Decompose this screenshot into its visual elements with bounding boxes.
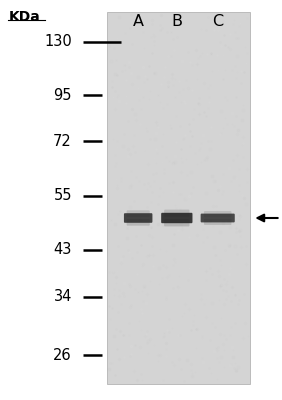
Text: 43: 43 bbox=[54, 242, 72, 258]
Text: C: C bbox=[212, 14, 223, 29]
Text: 72: 72 bbox=[53, 134, 72, 149]
Text: 130: 130 bbox=[44, 34, 72, 50]
Bar bbox=[107, 12, 250, 384]
FancyBboxPatch shape bbox=[204, 211, 232, 217]
Text: 95: 95 bbox=[53, 88, 72, 103]
FancyBboxPatch shape bbox=[164, 210, 190, 217]
Text: 55: 55 bbox=[53, 188, 72, 204]
FancyBboxPatch shape bbox=[204, 219, 232, 225]
Text: A: A bbox=[133, 14, 144, 29]
FancyBboxPatch shape bbox=[127, 219, 150, 226]
FancyBboxPatch shape bbox=[127, 210, 150, 217]
Text: B: B bbox=[171, 14, 182, 29]
Text: KDa: KDa bbox=[8, 10, 40, 24]
FancyBboxPatch shape bbox=[124, 213, 152, 223]
FancyBboxPatch shape bbox=[164, 219, 190, 226]
Text: 34: 34 bbox=[54, 289, 72, 304]
FancyBboxPatch shape bbox=[201, 214, 235, 222]
Text: 26: 26 bbox=[53, 348, 72, 363]
FancyBboxPatch shape bbox=[161, 213, 192, 223]
